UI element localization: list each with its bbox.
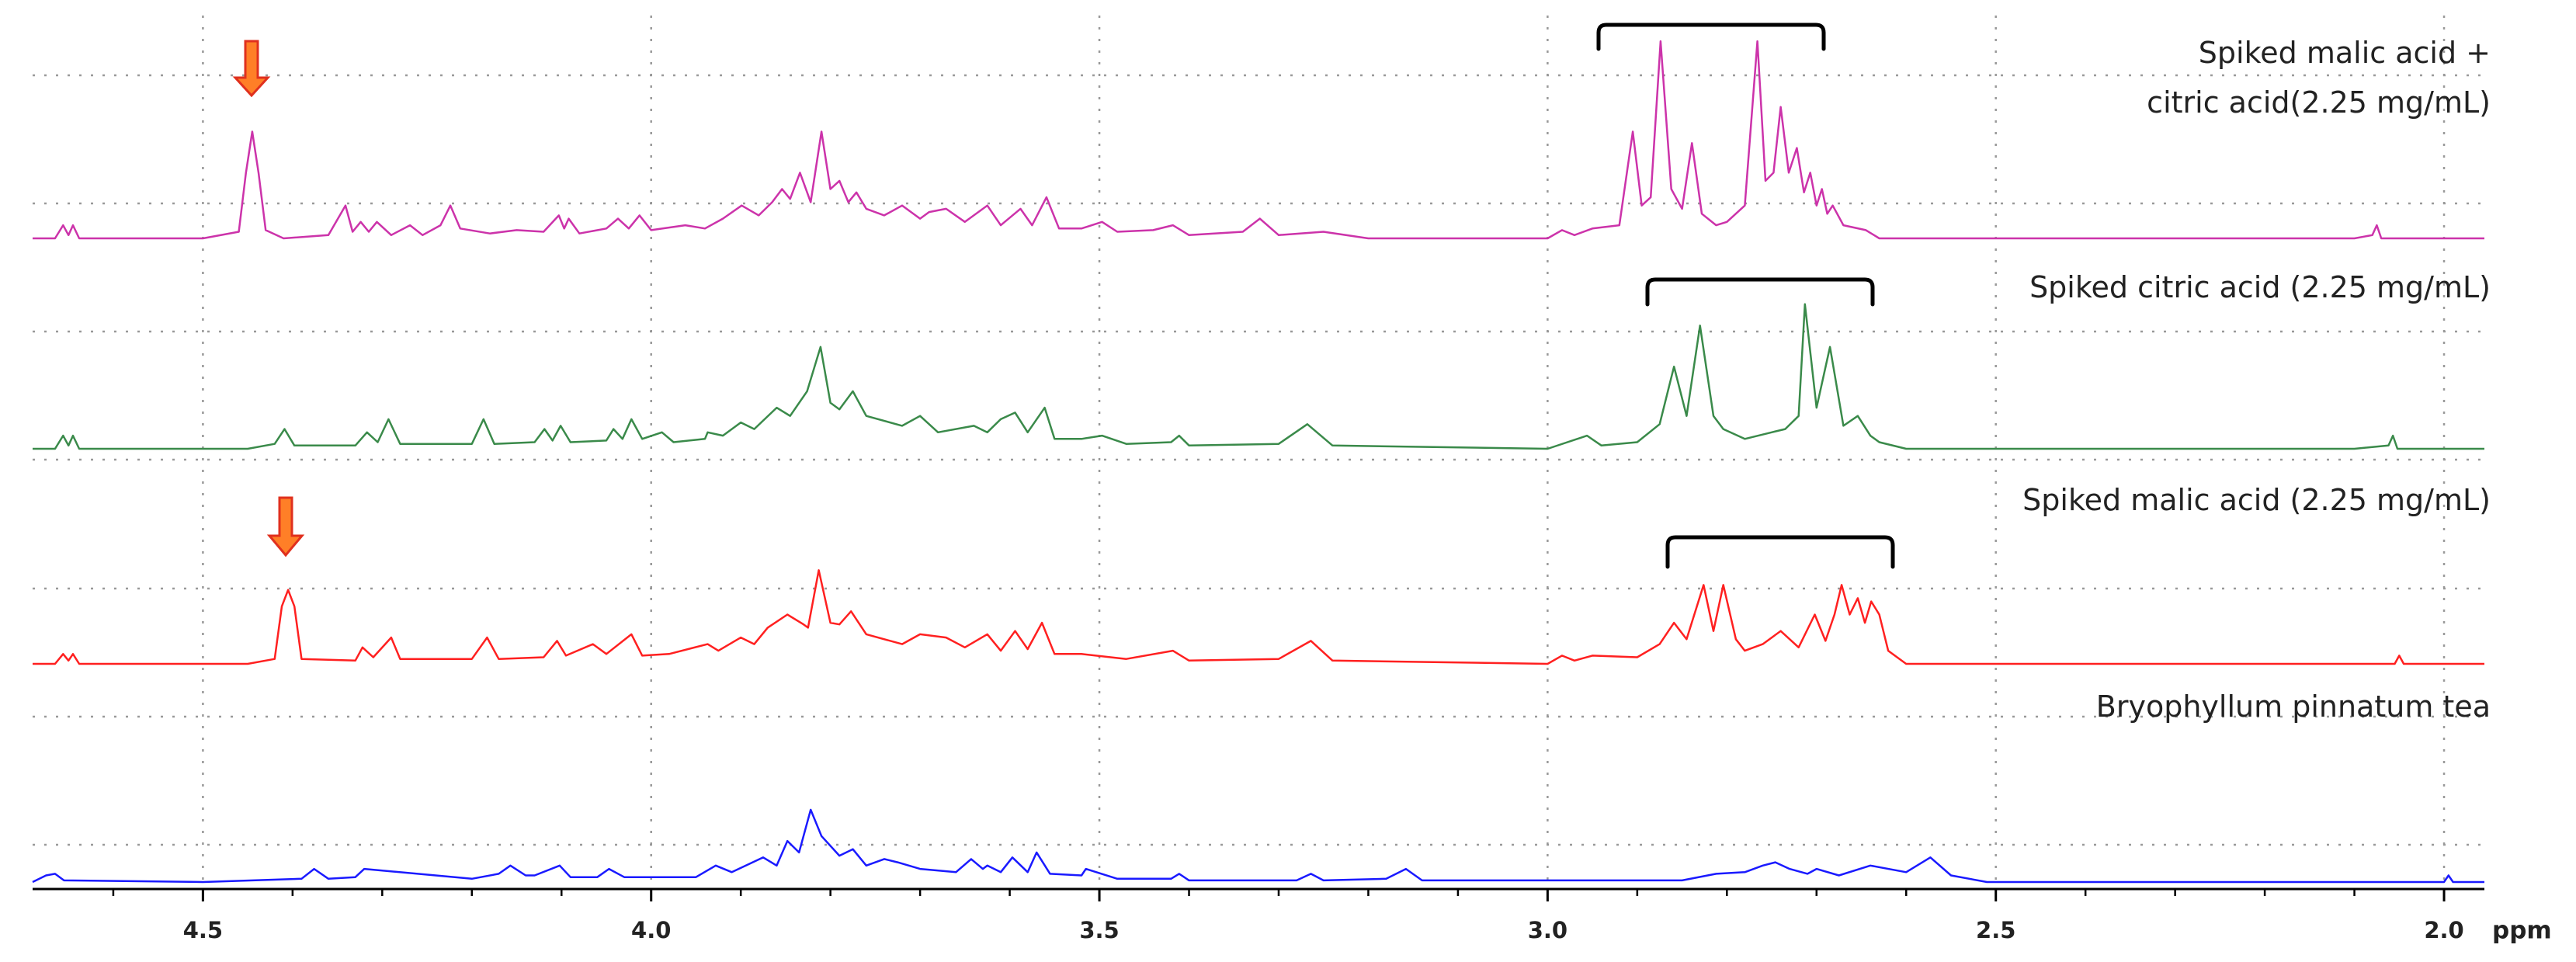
legend-label: Spiked malic acid (2.25 mg/mL) [2022, 483, 2491, 517]
arrow [232, 40, 271, 98]
x-tick-label: 4.5 [183, 917, 223, 943]
arrow [266, 496, 305, 557]
bracket [1596, 23, 1826, 51]
x-axis-label: ppm [2492, 917, 2552, 945]
bracket [1645, 277, 1875, 307]
x-tick-label: 4.0 [631, 917, 671, 943]
horizontal-guides [33, 74, 2484, 846]
bracket [1665, 535, 1895, 569]
legend-label: Spiked citric acid (2.25 mg/mL) [2029, 270, 2491, 304]
x-tick-label: 2.5 [1976, 917, 2015, 943]
spectrum-trace [32, 808, 2484, 884]
spectrum-trace [33, 569, 2484, 665]
legend-label: Bryophyllum pinnatum tea [2095, 689, 2491, 724]
x-tick-label: 2.0 [2424, 917, 2463, 943]
x-tick-label: 3.0 [1528, 917, 1567, 943]
spectrum-trace [33, 40, 2484, 240]
x-tick-label: 3.5 [1079, 917, 1119, 943]
spectrum-trace [33, 303, 2484, 450]
legend-label: Spiked malic acid + citric acid(2.25 mg/… [2147, 36, 2491, 120]
